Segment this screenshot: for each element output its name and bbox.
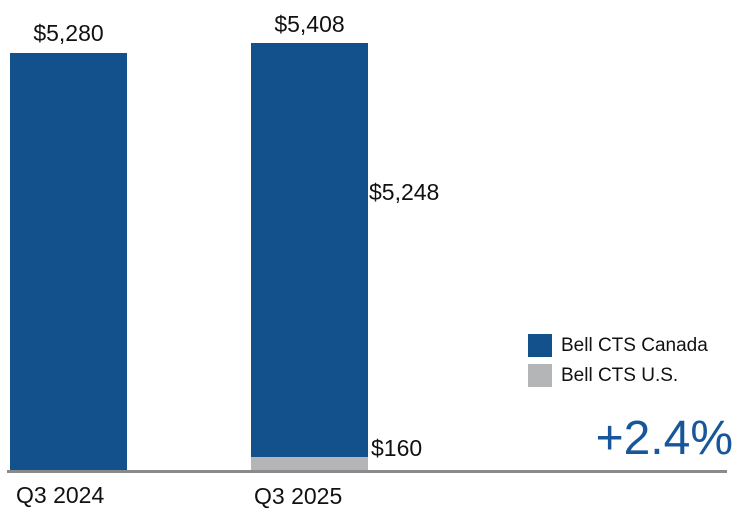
segment-value-label-canada: $5,248 (369, 179, 440, 205)
bar-q3-2025 (251, 43, 368, 470)
category-label-q3-2024: Q3 2024 (16, 482, 105, 508)
bar-segment-us-q3-2025 (251, 457, 368, 470)
bar-q3-2024 (10, 53, 127, 470)
legend-item-us: Bell CTS U.S. (528, 364, 708, 387)
segment-value-label-us: $160 (371, 435, 423, 461)
legend-label-canada: Bell CTS Canada (561, 334, 708, 356)
bar-total-label-q3-2025: $5,408 (274, 11, 345, 37)
legend-swatch-canada (528, 334, 552, 357)
legend-swatch-us (528, 364, 552, 387)
legend-label-us: Bell CTS U.S. (561, 364, 679, 386)
growth-label: +2.4% (595, 412, 733, 465)
legend: Bell CTS Canada Bell CTS U.S. (528, 334, 708, 387)
bar-segment-canada-q3-2024 (10, 53, 127, 470)
legend-item-canada: Bell CTS Canada (528, 334, 708, 357)
bar-total-label-q3-2024: $5,280 (33, 20, 104, 46)
category-label-q3-2025: Q3 2025 (254, 483, 343, 509)
bar-segment-canada-q3-2025 (251, 43, 368, 457)
x-axis-line (7, 470, 727, 473)
